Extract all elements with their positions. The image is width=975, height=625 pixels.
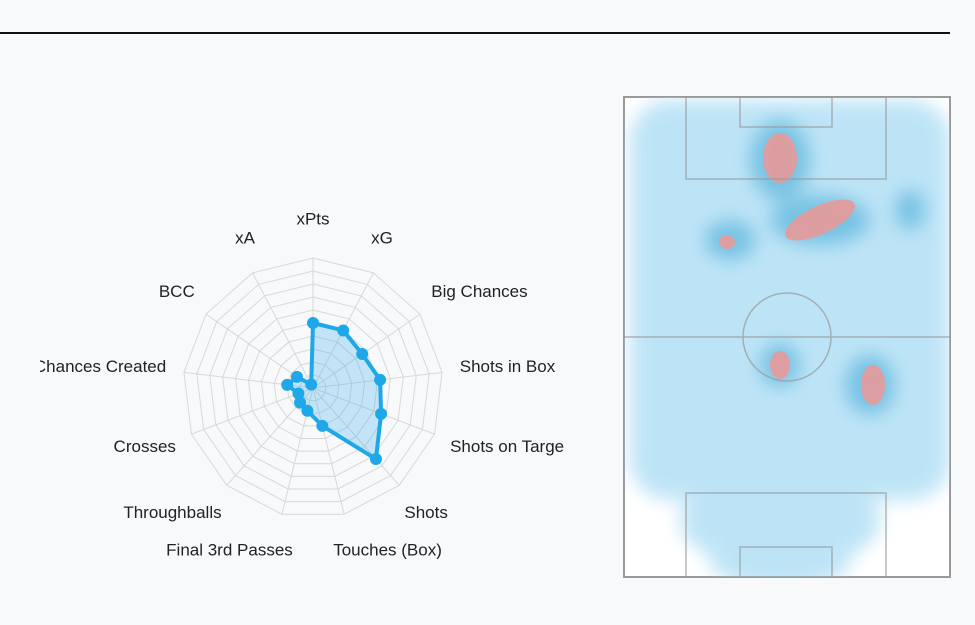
radar-point (281, 378, 294, 391)
radar-point (301, 404, 314, 417)
axis-label: Touches (Box) (333, 541, 442, 560)
radar-point (369, 453, 382, 466)
radar-point (307, 317, 319, 329)
radar-point (290, 370, 303, 383)
grid-ring (260, 335, 366, 439)
spoke (312, 387, 435, 435)
axis-label: Throughballs (123, 503, 221, 522)
radar-point (294, 396, 307, 409)
grid-ring (222, 296, 404, 477)
radar-point (292, 387, 305, 400)
axis-label: Shots (404, 503, 447, 522)
spoke (312, 387, 345, 515)
axis-label: Shots on Target (450, 437, 569, 456)
grid-ring (286, 361, 340, 414)
grid-ring (235, 309, 391, 465)
spoke (312, 387, 400, 486)
axis-label: Big Chances (431, 282, 527, 301)
heatmap (623, 96, 951, 578)
radar-point (305, 378, 318, 391)
radar-point (356, 348, 369, 361)
axis-label: xA (235, 229, 256, 248)
grid-ring (209, 283, 417, 490)
axis-label: BCC (159, 282, 195, 301)
axis-label: xPts (296, 209, 329, 228)
spoke (191, 387, 314, 435)
grid-ring (247, 322, 379, 452)
grid-ring (183, 257, 443, 515)
radar-point (374, 373, 387, 386)
axis-label: Final 3rd Passes (166, 541, 293, 560)
grid-ring (273, 348, 353, 427)
radar: xPts xG Big Chances Shots in Box Shots on Ta… (34, 209, 569, 560)
radar-point (375, 407, 388, 420)
axis-label: Crosses (114, 437, 176, 456)
spoke (252, 272, 314, 389)
axis-label: Shots in Box (460, 357, 556, 376)
radar-point (337, 324, 350, 337)
axis-label: Chances Created (34, 357, 166, 376)
grid-ring (196, 270, 430, 503)
radar-point (316, 419, 329, 432)
axis-label: xG (371, 229, 393, 248)
